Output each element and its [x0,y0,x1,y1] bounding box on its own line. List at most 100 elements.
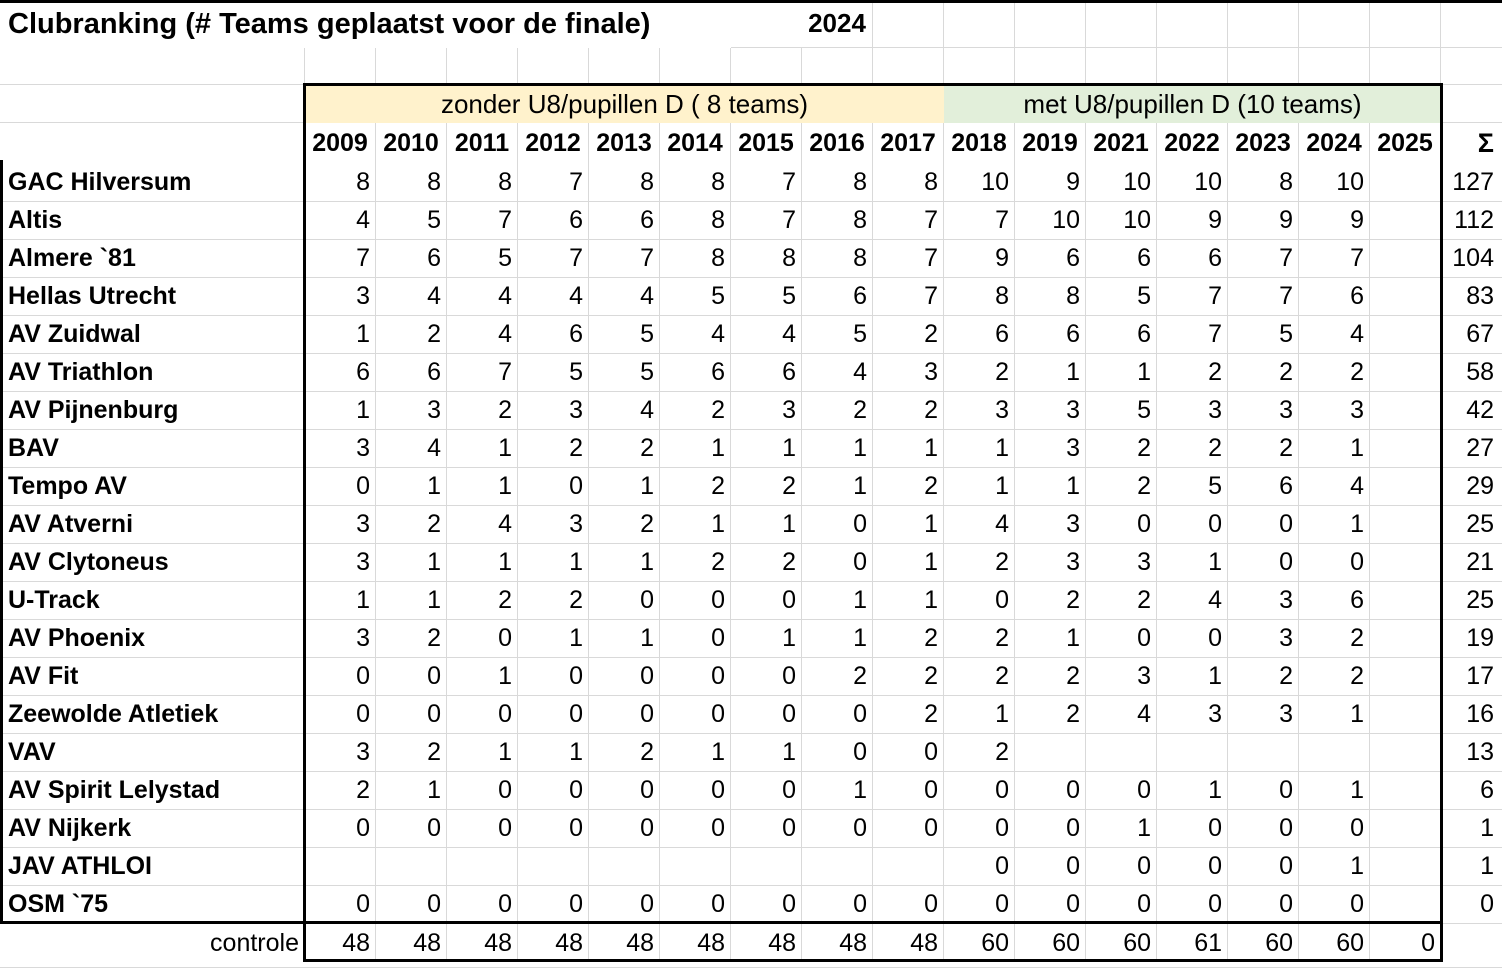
value-cell[interactable]: 2 [1015,582,1086,620]
value-cell[interactable] [1157,734,1228,772]
column-header-year[interactable]: 2009 [305,123,376,164]
gridline-cell[interactable] [873,0,944,48]
value-cell[interactable]: 0 [1015,772,1086,810]
gridline-cell[interactable] [944,0,1015,48]
column-header-year[interactable]: 2022 [1157,123,1228,164]
value-cell[interactable]: 0 [1228,544,1299,582]
value-cell[interactable]: 2 [589,430,660,468]
gridline-cell[interactable] [1086,48,1157,85]
value-cell[interactable]: 0 [731,886,802,924]
gridline-cell[interactable] [1299,48,1370,85]
club-name-cell[interactable]: U-Track [0,582,305,620]
value-cell[interactable]: 0 [589,658,660,696]
value-cell[interactable]: 5 [1157,468,1228,506]
value-cell[interactable]: 3 [1015,430,1086,468]
value-cell[interactable]: 3 [305,620,376,658]
value-cell[interactable]: 4 [802,354,873,392]
value-cell[interactable]: 0 [589,582,660,620]
value-cell[interactable]: 1 [518,734,589,772]
value-cell[interactable]: 0 [802,810,873,848]
value-cell[interactable]: 3 [305,506,376,544]
sum-cell[interactable]: 17 [1441,658,1502,696]
value-cell[interactable] [1299,734,1370,772]
value-cell[interactable]: 1 [305,316,376,354]
value-cell[interactable]: 5 [589,354,660,392]
value-cell[interactable]: 3 [305,544,376,582]
value-cell[interactable]: 0 [1157,886,1228,924]
sum-cell[interactable]: 67 [1441,316,1502,354]
value-cell[interactable]: 0 [1015,810,1086,848]
value-cell[interactable]: 2 [518,582,589,620]
gridline-cell[interactable] [305,48,376,85]
club-name-cell[interactable]: Almere `81 [0,240,305,278]
value-cell[interactable]: 2 [1086,582,1157,620]
value-cell[interactable]: 0 [1228,506,1299,544]
value-cell[interactable]: 0 [1086,772,1157,810]
value-cell[interactable]: 1 [1299,696,1370,734]
value-cell[interactable]: 0 [447,810,518,848]
value-cell[interactable]: 8 [447,164,518,202]
controle-value-cell[interactable]: 60 [1299,924,1370,962]
controle-value-cell[interactable]: 60 [1015,924,1086,962]
value-cell[interactable]: 7 [731,164,802,202]
value-cell[interactable]: 1 [518,620,589,658]
value-cell[interactable]: 0 [944,810,1015,848]
value-cell[interactable]: 6 [1086,316,1157,354]
value-cell[interactable]: 7 [447,354,518,392]
value-cell[interactable]: 8 [589,164,660,202]
value-cell[interactable]: 4 [1157,582,1228,620]
value-cell[interactable] [660,848,731,886]
value-cell[interactable]: 1 [873,582,944,620]
value-cell[interactable]: 3 [305,430,376,468]
value-cell[interactable]: 0 [589,772,660,810]
value-cell[interactable]: 0 [1015,848,1086,886]
value-cell[interactable]: 4 [376,430,447,468]
value-cell[interactable]: 7 [1228,278,1299,316]
value-cell[interactable]: 0 [873,772,944,810]
value-cell[interactable]: 1 [447,430,518,468]
value-cell[interactable] [1370,620,1441,658]
value-cell[interactable]: 2 [1228,430,1299,468]
value-cell[interactable]: 6 [1299,278,1370,316]
value-cell[interactable]: 8 [944,278,1015,316]
club-name-cell[interactable]: VAV [0,734,305,772]
value-cell[interactable]: 8 [376,164,447,202]
value-cell[interactable]: 3 [518,506,589,544]
value-cell[interactable]: 1 [731,734,802,772]
gridline-cell[interactable] [802,48,873,85]
controle-value-cell[interactable]: 48 [589,924,660,962]
value-cell[interactable]: 0 [518,658,589,696]
value-cell[interactable]: 2 [731,544,802,582]
value-cell[interactable]: 2 [660,544,731,582]
club-name-cell[interactable]: AV Atverni [0,506,305,544]
value-cell[interactable]: 1 [1086,354,1157,392]
value-cell[interactable]: 0 [660,886,731,924]
value-cell[interactable] [1370,354,1441,392]
value-cell[interactable]: 1 [589,468,660,506]
value-cell[interactable]: 8 [660,202,731,240]
gridline-cell[interactable] [1441,85,1502,123]
value-cell[interactable]: 1 [518,544,589,582]
value-cell[interactable]: 4 [447,316,518,354]
value-cell[interactable]: 0 [518,810,589,848]
value-cell[interactable]: 6 [944,316,1015,354]
club-name-cell[interactable]: AV Spirit Lelystad [0,772,305,810]
value-cell[interactable]: 2 [1157,354,1228,392]
sum-cell[interactable]: 16 [1441,696,1502,734]
value-cell[interactable]: 2 [873,620,944,658]
value-cell[interactable]: 2 [731,468,802,506]
value-cell[interactable]: 0 [873,810,944,848]
value-cell[interactable]: 4 [1086,696,1157,734]
value-cell[interactable]: 7 [589,240,660,278]
value-cell[interactable]: 3 [944,392,1015,430]
value-cell[interactable]: 0 [1086,848,1157,886]
value-cell[interactable]: 0 [1157,506,1228,544]
value-cell[interactable]: 7 [944,202,1015,240]
value-cell[interactable]: 2 [944,658,1015,696]
value-cell[interactable]: 1 [1015,468,1086,506]
value-cell[interactable]: 1 [873,430,944,468]
value-cell[interactable]: 8 [660,240,731,278]
club-name-cell[interactable]: AV Clytoneus [0,544,305,582]
value-cell[interactable]: 10 [1157,164,1228,202]
value-cell[interactable]: 1 [447,734,518,772]
